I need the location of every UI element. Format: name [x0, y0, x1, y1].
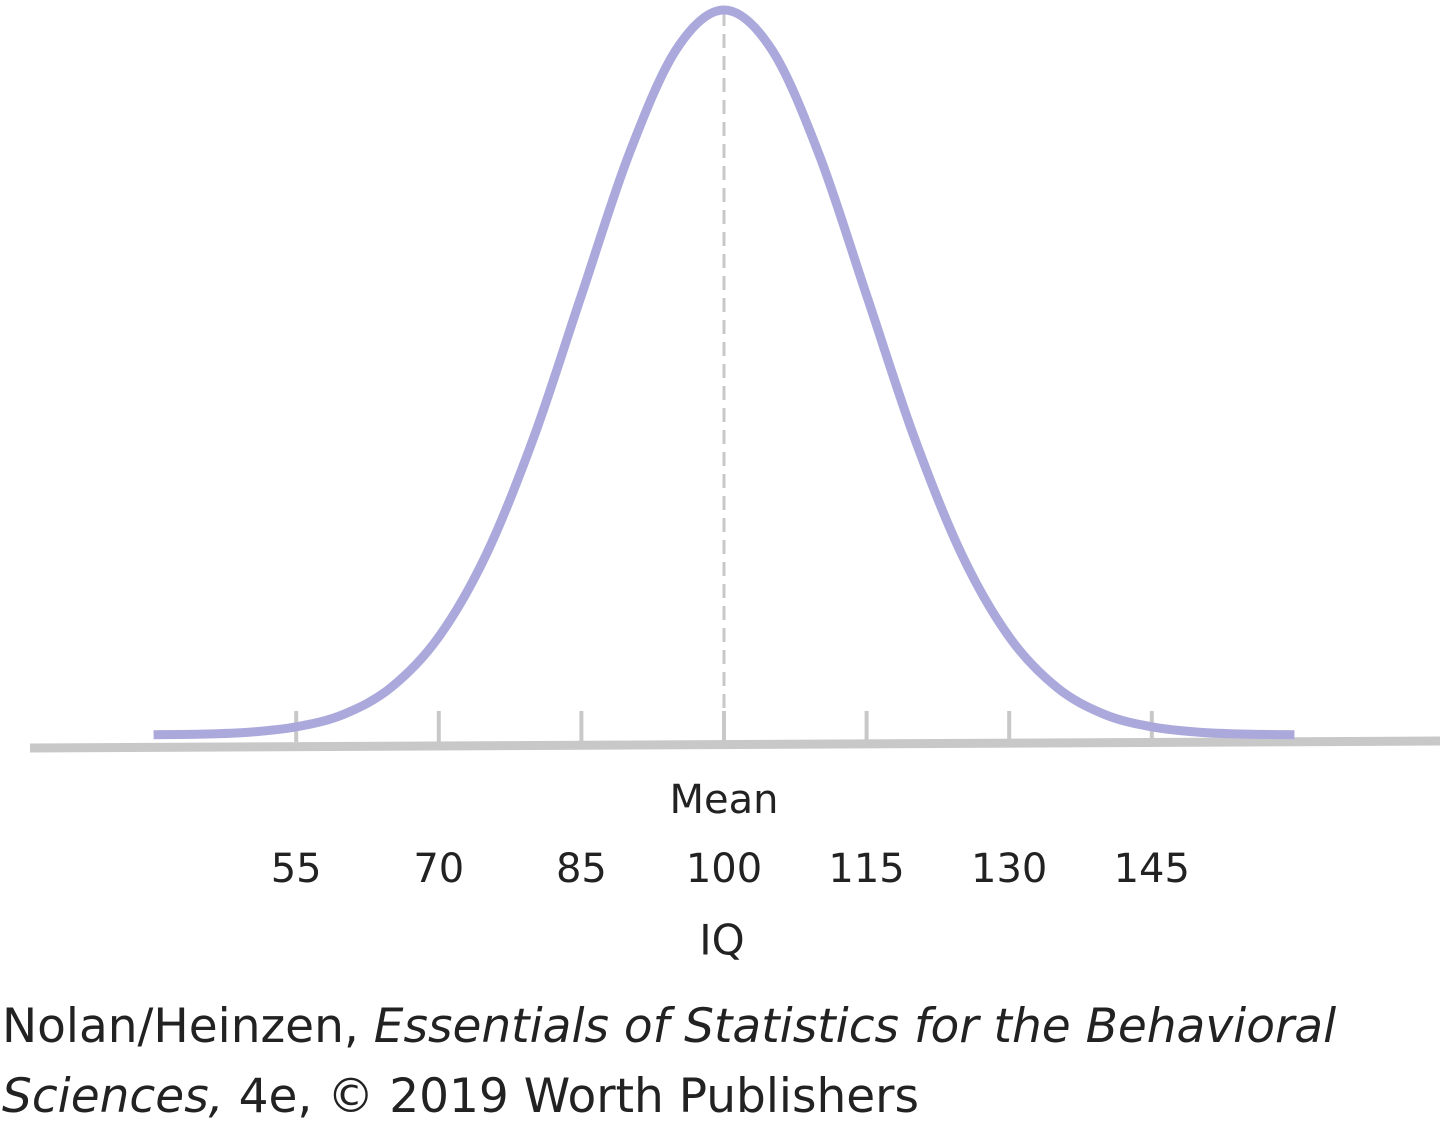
x-tick-label: 115	[828, 846, 904, 892]
x-axis-label: IQ	[699, 916, 744, 965]
x-tick-label: 70	[413, 846, 464, 892]
source-title: Essentials of Statistics for the Behavio…	[2, 999, 1337, 1124]
x-tick-label: 145	[1114, 846, 1190, 892]
x-tick-label: 85	[556, 846, 607, 892]
x-axis	[29, 736, 1440, 753]
x-tick-label: 100	[686, 846, 762, 892]
source-caption: Nolan/Heinzen, Essentials of Statistics …	[2, 992, 1432, 1132]
source-text: Nolan/Heinzen,	[2, 999, 359, 1054]
annotation: Mean	[670, 777, 779, 823]
x-tick-label: 55	[271, 846, 322, 892]
x-tick-label: 130	[971, 846, 1047, 892]
chart: IQ 55 70 85 100 115 130 145 Mean	[29, 5, 1440, 965]
source-text: 4e, © 2019 Worth Publishers	[238, 1069, 919, 1124]
curve	[153, 5, 1295, 740]
